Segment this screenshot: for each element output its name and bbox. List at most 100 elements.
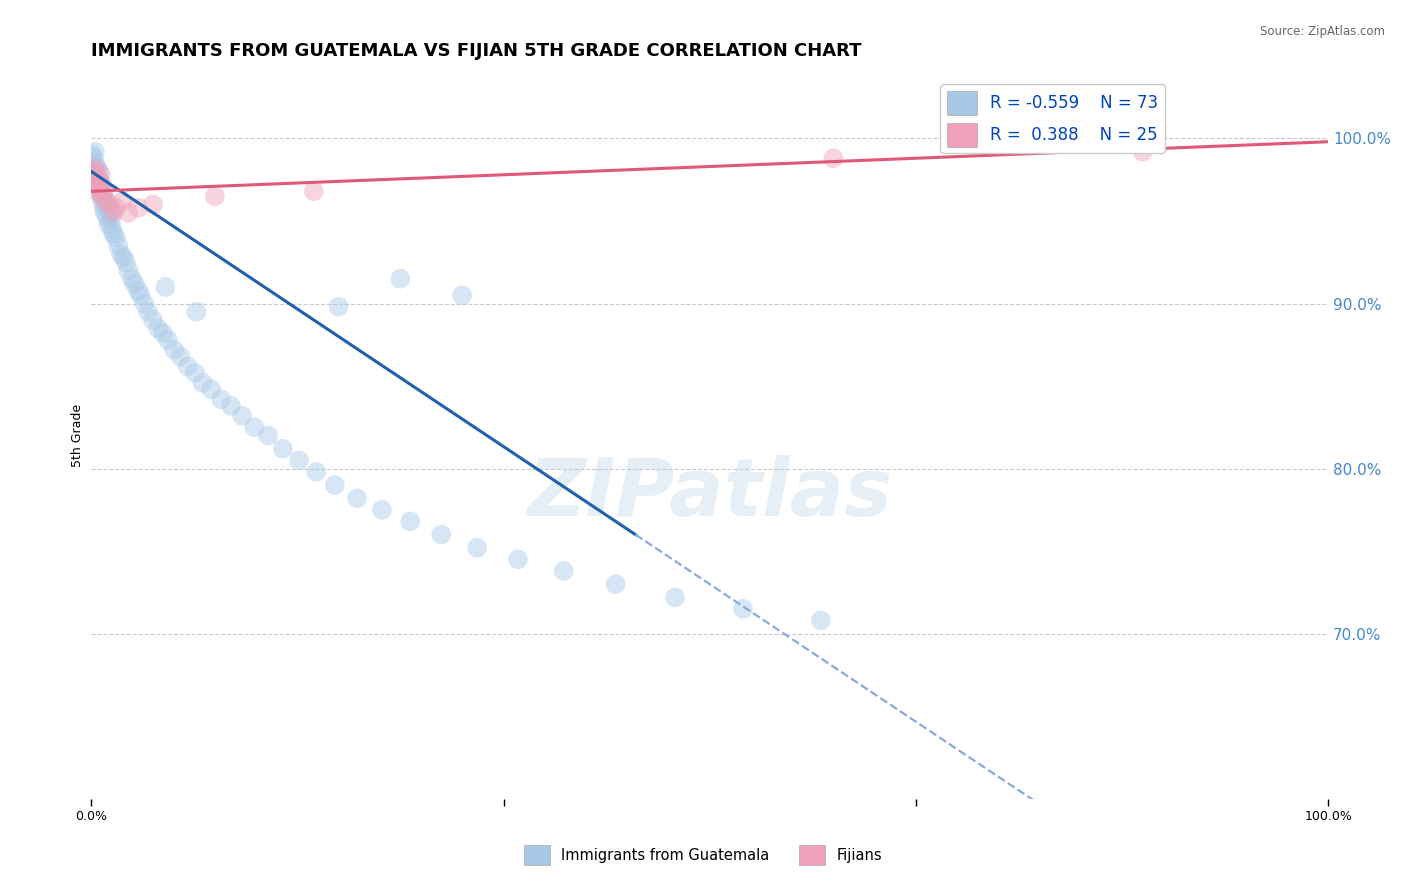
Point [83, 161, 105, 176]
Point [155, 280, 177, 294]
Point [96, 211, 118, 225]
Point [117, 263, 139, 277]
Legend: R = -0.559    N = 73, R =  0.388    N = 25: R = -0.559 N = 73, R = 0.388 N = 25 [941, 85, 1166, 153]
Point [104, 201, 127, 215]
Point [243, 420, 266, 434]
Point [111, 194, 134, 209]
Point [86, 172, 108, 186]
Point [430, 527, 453, 541]
Point [186, 305, 208, 319]
Point [288, 453, 311, 467]
Point [346, 491, 368, 506]
Point [152, 326, 174, 341]
Point [323, 478, 346, 492]
Point [823, 151, 845, 165]
Point [176, 359, 198, 374]
Point [271, 442, 294, 456]
Point [127, 201, 149, 215]
Point [89, 181, 111, 195]
Point [112, 250, 135, 264]
Point [371, 503, 394, 517]
Point [209, 392, 232, 407]
Point [142, 313, 165, 327]
Point [134, 296, 156, 310]
Point [96, 201, 118, 215]
Point [93, 184, 115, 198]
Point [91, 189, 114, 203]
Point [91, 194, 114, 209]
Point [200, 382, 222, 396]
Point [83, 151, 105, 165]
Y-axis label: 5th Grade: 5th Grade [72, 404, 84, 467]
Point [117, 205, 139, 219]
Point [664, 591, 686, 605]
Point [82, 164, 104, 178]
Point [129, 288, 152, 302]
Point [103, 227, 125, 242]
Point [97, 217, 120, 231]
Point [191, 376, 214, 390]
Point [94, 205, 117, 219]
Point [86, 172, 108, 186]
Text: IMMIGRANTS FROM GUATEMALA VS FIJIAN 5TH GRADE CORRELATION CHART: IMMIGRANTS FROM GUATEMALA VS FIJIAN 5TH … [91, 42, 862, 60]
Point [90, 189, 112, 203]
Point [389, 271, 412, 285]
Point [83, 172, 105, 186]
Point [219, 399, 242, 413]
Point [399, 515, 422, 529]
Point [82, 148, 104, 162]
Point [86, 161, 108, 176]
Point [90, 168, 112, 182]
Point [127, 283, 149, 297]
Point [605, 577, 627, 591]
Point [257, 428, 280, 442]
Point [302, 184, 325, 198]
Point [169, 349, 191, 363]
Legend: Immigrants from Guatemala, Fijians: Immigrants from Guatemala, Fijians [517, 839, 889, 871]
Point [83, 168, 105, 182]
Point [553, 564, 575, 578]
Point [93, 189, 115, 203]
Point [103, 205, 125, 219]
Point [124, 277, 146, 291]
Point [87, 179, 110, 194]
Point [204, 189, 226, 203]
Point [146, 321, 169, 335]
Point [328, 300, 350, 314]
Point [810, 614, 832, 628]
Point [93, 201, 115, 215]
Point [184, 366, 207, 380]
Text: ZIPatlas: ZIPatlas [527, 455, 893, 533]
Point [231, 409, 253, 423]
Point [90, 178, 112, 192]
Point [84, 178, 107, 192]
Point [89, 174, 111, 188]
Point [156, 333, 179, 347]
Point [83, 156, 105, 170]
Point [89, 184, 111, 198]
Point [136, 305, 159, 319]
Point [86, 184, 108, 198]
Point [451, 288, 474, 302]
Point [98, 197, 121, 211]
Point [90, 178, 112, 192]
Point [98, 205, 121, 219]
Point [94, 194, 117, 209]
Text: Source: ZipAtlas.com: Source: ZipAtlas.com [1260, 25, 1385, 38]
Point [94, 197, 117, 211]
Point [87, 172, 110, 186]
Point [121, 271, 143, 285]
Point [731, 602, 754, 616]
Point [101, 222, 124, 236]
Point [104, 230, 127, 244]
Point [163, 343, 186, 357]
Point [506, 552, 529, 566]
Point [87, 164, 110, 178]
Point [107, 238, 129, 252]
Point [110, 247, 132, 261]
Point [305, 465, 328, 479]
Point [100, 214, 122, 228]
Point [84, 168, 107, 182]
Point [83, 145, 105, 159]
Point [114, 255, 136, 269]
